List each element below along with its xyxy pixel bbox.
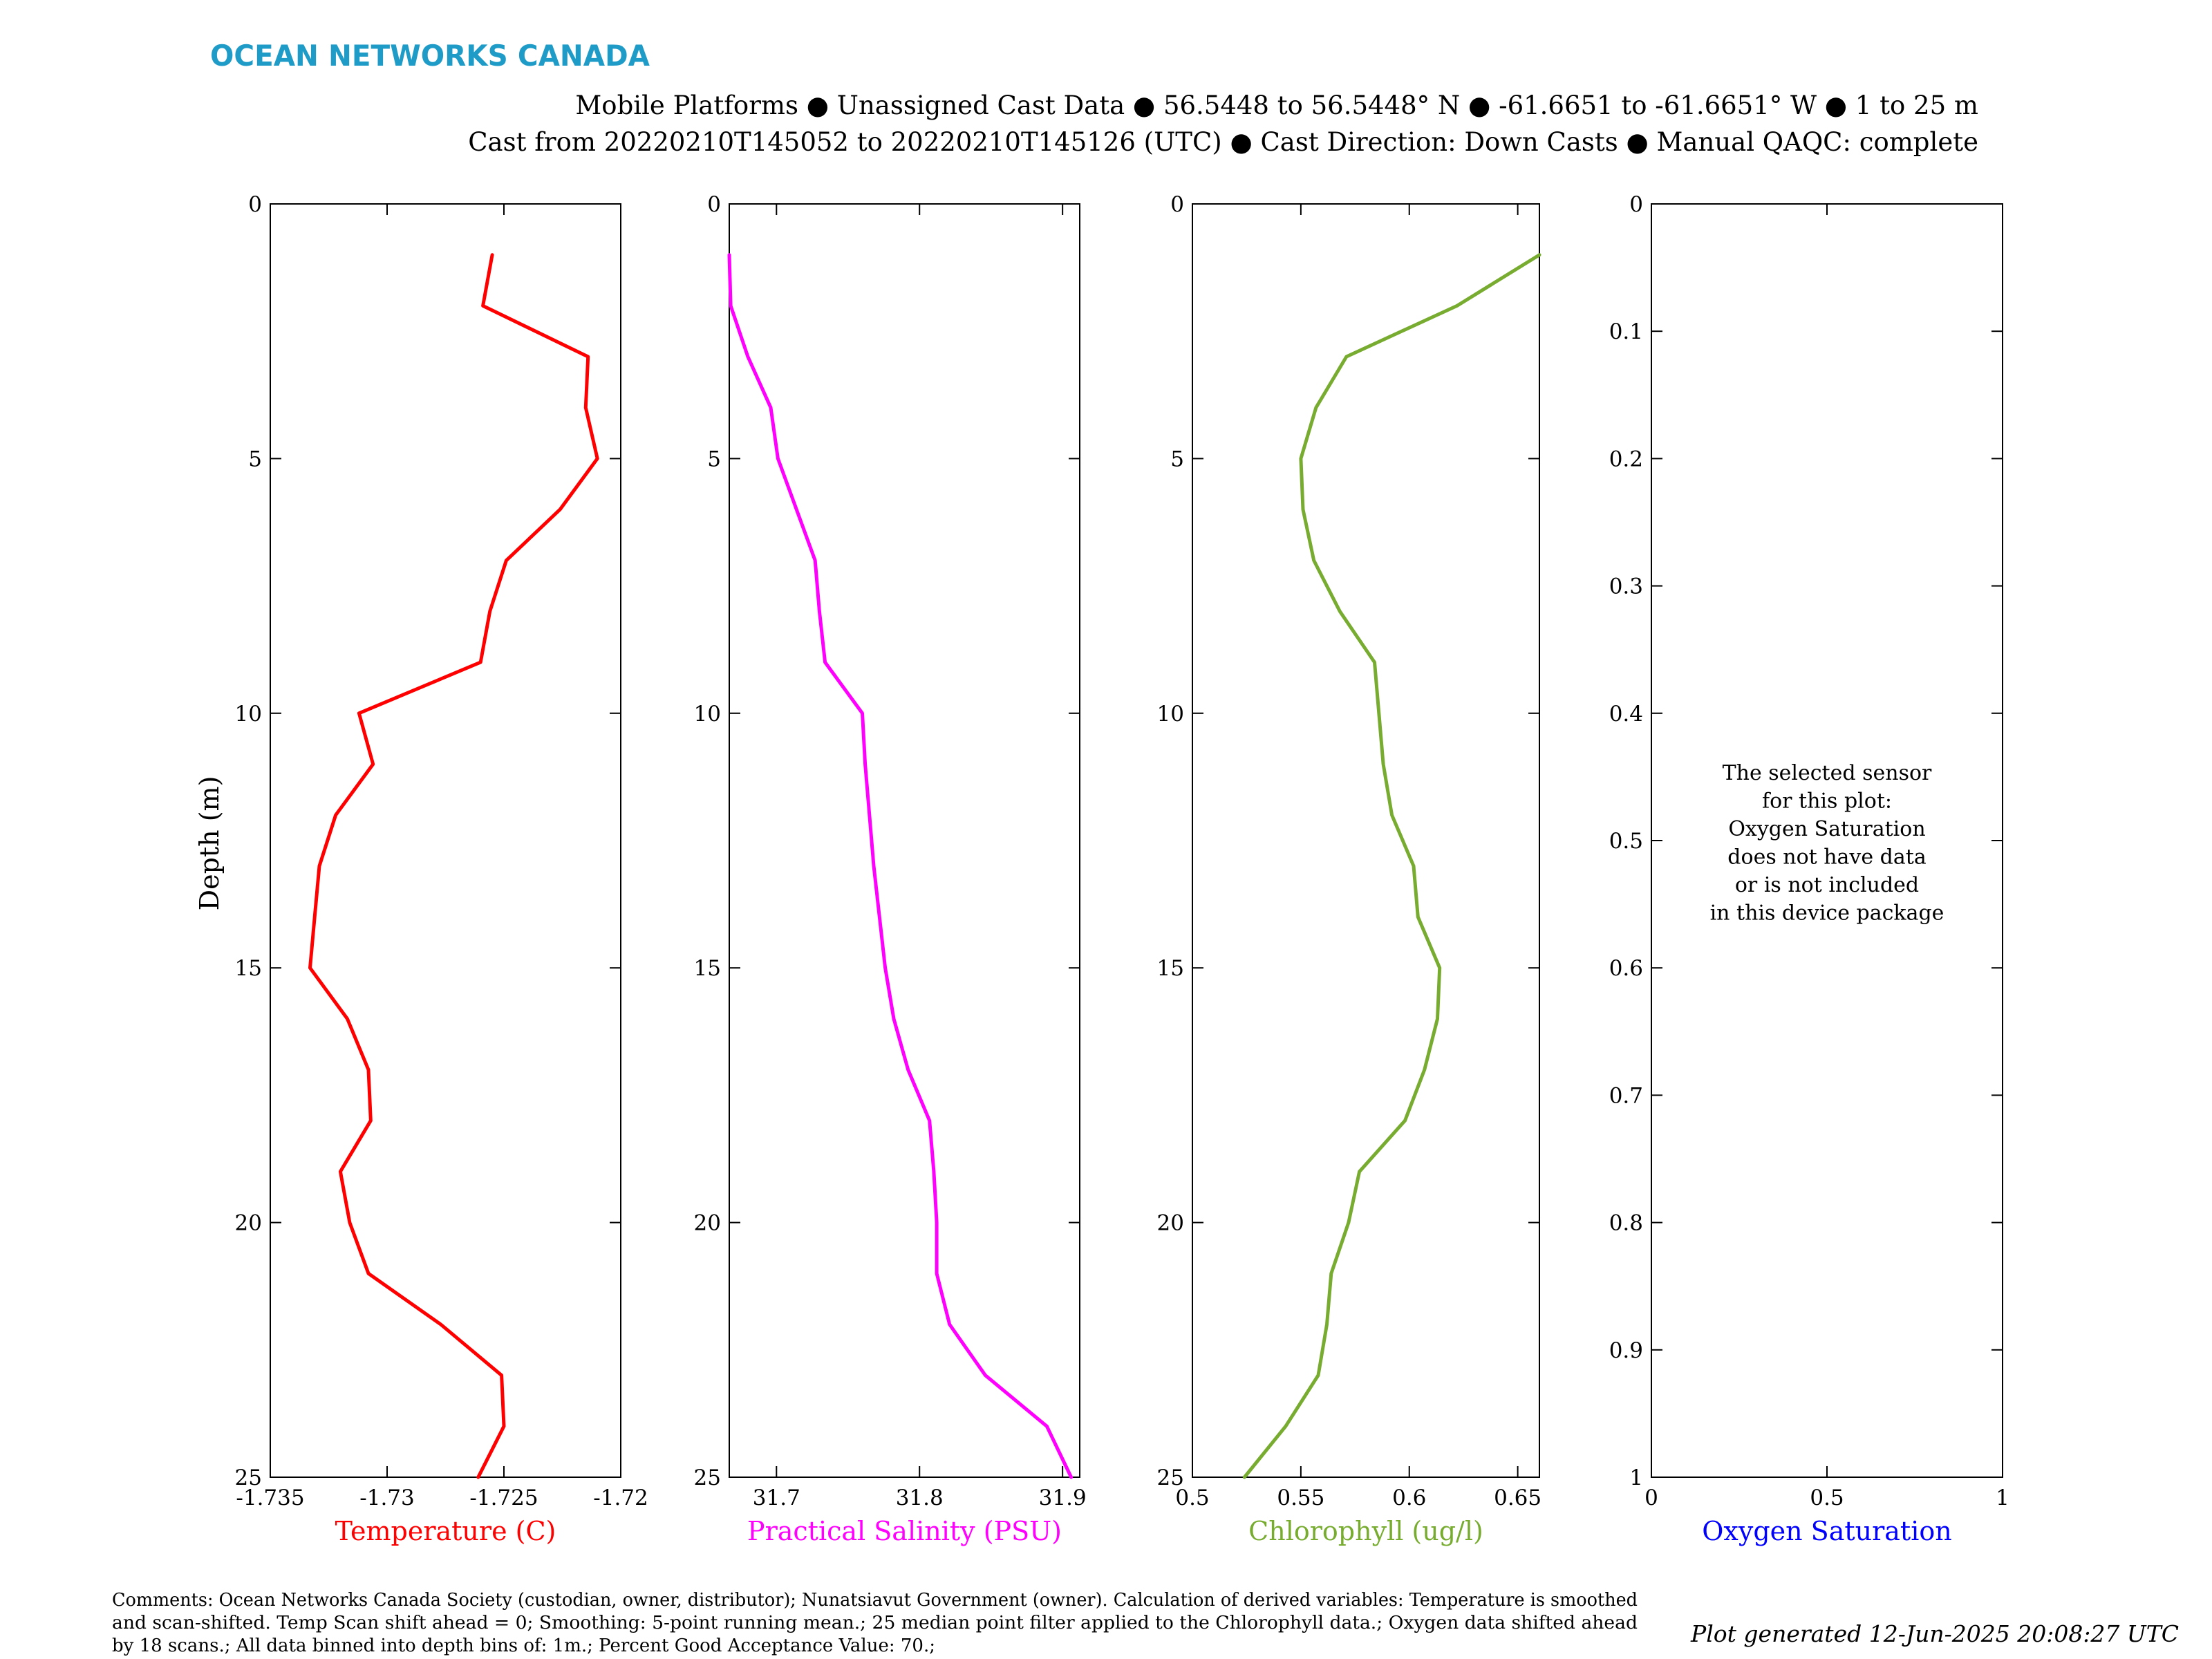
y-tick-label: 0.2 — [1609, 447, 1643, 471]
x-axis-label: Temperature (C) — [335, 1516, 556, 1546]
y-tick-label: 5 — [707, 447, 721, 471]
header-line-1: Mobile Platforms ● Unassigned Cast Data … — [575, 91, 1978, 120]
y-tick-label: 0 — [248, 192, 262, 217]
y-tick-label: 25 — [235, 1465, 262, 1490]
y-tick-label: 25 — [694, 1465, 721, 1490]
x-tick-label: 31.9 — [1039, 1485, 1087, 1510]
y-tick-label: 5 — [1170, 447, 1184, 471]
panel-2: 0 5 10 15 20 25 31.7 31.8 31.9 Practical Salinity… — [694, 192, 1087, 1546]
y-tick-label: 0.5 — [1609, 829, 1643, 854]
y-axis-label: Depth (m) — [194, 776, 225, 911]
y-tick-label: 0.4 — [1609, 702, 1643, 727]
x-axis-label: Practical Salinity (PSU) — [747, 1516, 1062, 1546]
x-tick-label: 0.55 — [1277, 1485, 1324, 1510]
y-tick-label: 0.8 — [1609, 1211, 1643, 1236]
brand-logo-text: OCEAN NETWORKS CANADA — [210, 39, 650, 73]
y-tick-label: 20 — [1157, 1211, 1184, 1236]
y-tick-label: 15 — [694, 956, 721, 981]
y-tick-label: 0 — [1629, 192, 1643, 217]
y-tick-label: 10 — [235, 702, 262, 727]
x-tick-label: 31.8 — [896, 1485, 944, 1510]
panel-1: 0 5 10 15 20 25-1.735 -1.73 -1.725 -1.72 Temperat… — [235, 192, 648, 1546]
y-tick-label: 10 — [694, 702, 721, 727]
y-tick-label: 0.7 — [1609, 1083, 1643, 1108]
y-tick-label: 15 — [235, 956, 262, 981]
panel-4: 00.10.20.30.40.50.60.70.80.910 0.5 1Oxygen… — [1609, 192, 2009, 1546]
x-tick-label: 1 — [1996, 1485, 2009, 1510]
x-tick-label: 0.65 — [1494, 1485, 1541, 1510]
y-tick-label: 20 — [694, 1211, 721, 1236]
no-data-note-line: or is not included — [1735, 873, 1919, 897]
plot-generated-timestamp: Plot generated 12-Jun-2025 20:08:27 UTC — [1690, 1620, 2179, 1647]
comments-line-3: by 18 scans.; All data binned into depth… — [112, 1635, 935, 1656]
comments-line-2: and scan-shifted. Temp Scan shift ahead … — [112, 1613, 1638, 1633]
y-tick-label: 0 — [707, 192, 721, 217]
no-data-note-line: does not have data — [1727, 845, 1927, 870]
y-tick-label: 0 — [1170, 192, 1184, 217]
x-tick-label: -1.735 — [236, 1485, 304, 1510]
panel-3-frame — [1192, 203, 1540, 1478]
x-tick-label: -1.725 — [469, 1485, 538, 1510]
y-tick-label: 1 — [1629, 1465, 1643, 1490]
x-axis-label: Chlorophyll (ug/l) — [1248, 1516, 1483, 1546]
y-tick-label: 0.1 — [1609, 319, 1643, 344]
x-tick-label: 0.5 — [1175, 1485, 1209, 1510]
x-tick-label: 0.5 — [1810, 1485, 1844, 1510]
header-line-2: Cast from 20220210T145052 to 20220210T14… — [468, 127, 1978, 157]
series-line — [308, 253, 599, 1479]
y-tick-label: 0.6 — [1609, 956, 1643, 981]
x-tick-label: -1.73 — [359, 1485, 415, 1510]
no-data-note-line: Oxygen Saturation — [1728, 817, 1925, 841]
no-data-note-line: for this plot: — [1762, 789, 1892, 814]
series-line — [1242, 253, 1541, 1479]
panel-2-frame — [729, 203, 1080, 1478]
series-line — [727, 253, 1074, 1479]
panel-3: 0 5 10 15 20 250.5 0.55 0.6 0.65 Chlorophyll (ug/… — [1157, 192, 1542, 1546]
x-tick-label: 0 — [1644, 1485, 1658, 1510]
panel-1-frame — [270, 203, 621, 1478]
y-tick-label: 15 — [1157, 956, 1184, 981]
x-tick-label: 31.7 — [753, 1485, 800, 1510]
y-tick-label: 20 — [235, 1211, 262, 1236]
comments-line-1: Comments: Ocean Networks Canada Society … — [112, 1590, 1638, 1611]
y-tick-label: 25 — [1157, 1465, 1184, 1490]
y-tick-label: 0.9 — [1609, 1338, 1643, 1363]
x-tick-label: -1.72 — [593, 1485, 648, 1510]
x-tick-label: 0.6 — [1392, 1485, 1426, 1510]
y-tick-label: 10 — [1157, 702, 1184, 727]
no-data-note-line: The selected sensor — [1723, 761, 1932, 785]
y-tick-label: 0.3 — [1609, 574, 1643, 599]
y-tick-label: 5 — [248, 447, 262, 471]
no-data-note-line: in this device package — [1710, 901, 1944, 926]
x-axis-label: Oxygen Saturation — [1702, 1516, 1951, 1546]
